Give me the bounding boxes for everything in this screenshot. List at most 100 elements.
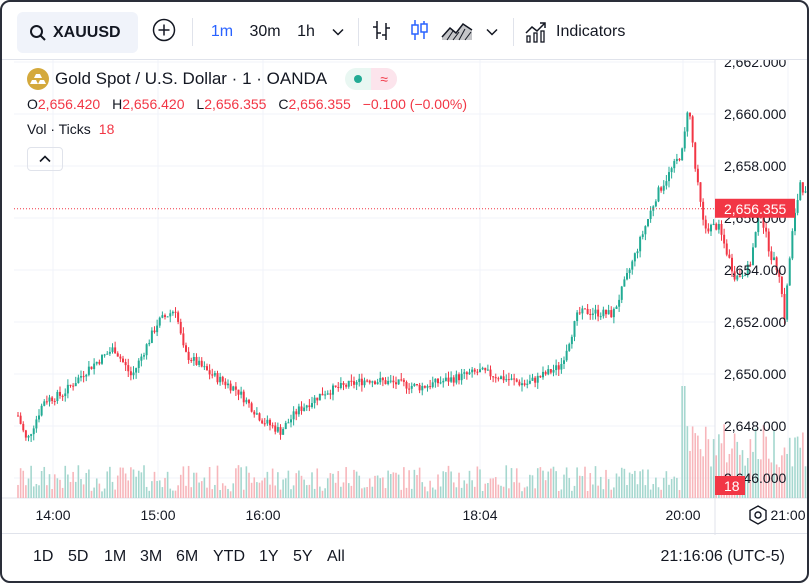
- candle-body: [780, 276, 783, 294]
- candle-body: [143, 355, 145, 357]
- volume-bar: [479, 469, 481, 498]
- symbol-search-button[interactable]: XAUUSD: [17, 12, 138, 53]
- volume-bar: [95, 478, 98, 498]
- volume-bar: [363, 487, 366, 498]
- candle-body: [355, 382, 358, 385]
- volume-bar: [557, 490, 560, 498]
- volume-bar: [245, 466, 248, 498]
- range-3m-button[interactable]: 3M: [140, 548, 163, 565]
- volume-bar: [733, 433, 736, 498]
- delayed-data-icon: ≈: [371, 68, 398, 90]
- range-all-button[interactable]: All: [327, 548, 345, 565]
- candle-body: [691, 116, 694, 143]
- area-style-button[interactable]: [439, 16, 475, 48]
- candle-body: [101, 355, 103, 364]
- candle-body: [710, 224, 712, 232]
- indicators-icon: [524, 21, 548, 43]
- volume-bar: [198, 482, 200, 498]
- volume-bar: [166, 471, 169, 498]
- settings-icon[interactable]: [749, 505, 767, 525]
- compare-button[interactable]: [150, 16, 178, 48]
- ohlc-values: O2,656.420 H2,656.420 L2,656.355 C2,656.…: [27, 96, 475, 112]
- range-ytd-button[interactable]: YTD: [213, 548, 245, 565]
- candle-body: [66, 384, 69, 394]
- volume-bar: [571, 490, 573, 498]
- range-1m-button[interactable]: 1M: [104, 548, 127, 565]
- range-5d-button[interactable]: 5D: [68, 548, 89, 565]
- candle-body: [649, 210, 652, 220]
- low-label: L: [196, 96, 205, 112]
- candle-body: [563, 360, 565, 364]
- volume-bar: [668, 484, 670, 498]
- clock-timezone[interactable]: 21:16:06 (UTC-5): [660, 548, 786, 565]
- add-compare-icon: [152, 18, 176, 47]
- candle-body: [192, 357, 195, 361]
- volume-bar: [98, 483, 101, 498]
- range-5y-button[interactable]: 5Y: [293, 548, 313, 565]
- volume-bar: [626, 484, 628, 498]
- bar-style-button[interactable]: [368, 16, 396, 48]
- candle-body: [605, 309, 607, 315]
- candle-body: [334, 385, 337, 387]
- volume-bar: [802, 432, 804, 498]
- volume-bar: [767, 458, 770, 498]
- candle-body: [164, 315, 166, 317]
- collapse-legend-button[interactable]: [27, 147, 63, 171]
- candle-body: [389, 380, 392, 382]
- price-chart[interactable]: 2,662.0002,660.0002,658.0002,656.0002,65…: [2, 60, 807, 535]
- candle-body: [350, 380, 353, 382]
- candle-body: [227, 383, 229, 386]
- time-tick-label: 21:00: [770, 507, 805, 523]
- timeframe-menu-button[interactable]: [328, 16, 348, 48]
- candle-body: [182, 333, 185, 346]
- candle-body: [339, 382, 342, 388]
- volume-bar: [30, 465, 32, 498]
- volume-bar: [552, 466, 555, 498]
- candle-body: [353, 381, 355, 385]
- range-1y-button[interactable]: 1Y: [259, 548, 279, 565]
- candle-body: [536, 375, 539, 383]
- candle-body: [51, 397, 54, 401]
- volume-bar: [203, 477, 206, 498]
- indicators-button[interactable]: Indicators: [524, 16, 642, 48]
- symbol-label: XAUUSD: [53, 23, 121, 41]
- volume-bar: [59, 479, 61, 498]
- volume-bar: [676, 477, 678, 498]
- candle-body: [400, 379, 403, 381]
- volume-bar: [182, 466, 185, 498]
- candle-body: [261, 420, 264, 424]
- candle-body: [452, 377, 455, 383]
- candle-body: [547, 369, 550, 375]
- volume-legend: Vol · Ticks 18: [27, 121, 114, 137]
- range-6m-button[interactable]: 6M: [176, 548, 199, 565]
- volume-bar: [340, 486, 342, 498]
- chart-style-menu-button[interactable]: [482, 16, 502, 48]
- timeframe-1m-button[interactable]: 1m: [210, 23, 234, 40]
- time-axis[interactable]: 14:00 15:00 16:00 18:04 20:00 21:00: [35, 507, 805, 523]
- candle-body: [584, 308, 586, 310]
- candle-body: [43, 401, 46, 406]
- candle-body: [258, 413, 261, 421]
- candle-style-button[interactable]: [406, 16, 434, 48]
- volume-bar: [214, 484, 216, 498]
- market-status-badge[interactable]: ≈: [345, 68, 398, 90]
- candle-body: [531, 377, 534, 381]
- candle-body: [135, 368, 138, 373]
- timeframe-30m-button[interactable]: 30m: [249, 23, 281, 40]
- volume-bar: [200, 481, 203, 498]
- candle-body: [767, 231, 770, 252]
- timeframe-1h-button[interactable]: 1h: [297, 23, 315, 40]
- candle-body: [765, 227, 768, 232]
- volume-bar: [573, 485, 576, 498]
- candle-body: [458, 374, 460, 381]
- volume-bar: [408, 470, 410, 498]
- search-icon: [29, 24, 47, 42]
- candle-body: [190, 359, 193, 361]
- price-axis[interactable]: 2,662.0002,660.0002,658.0002,656.0002,65…: [724, 60, 786, 486]
- candle-body: [431, 382, 434, 387]
- range-1d-button[interactable]: 1D: [33, 548, 54, 565]
- volume-bar: [109, 466, 111, 498]
- candle-body: [799, 182, 802, 201]
- candle-body: [200, 360, 203, 367]
- candle-body: [213, 373, 216, 376]
